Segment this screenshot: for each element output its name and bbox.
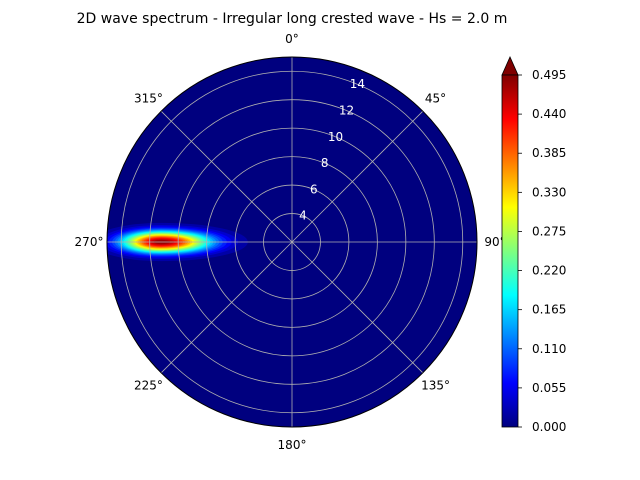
angle-tick-label: 270° xyxy=(75,235,104,249)
angular-gridline xyxy=(291,110,424,243)
angle-tick-label: 0° xyxy=(285,32,299,46)
angle-tick-label: 225° xyxy=(134,379,163,393)
angular-gridline xyxy=(160,241,293,374)
polar-grid xyxy=(107,57,477,427)
radial-tick-label: 8 xyxy=(321,156,329,170)
angle-tick-labels: 0° 45° 90° 135° 180° 225° 270° 315° xyxy=(75,32,506,452)
polar-frame xyxy=(106,56,478,428)
angle-tick-label: 45° xyxy=(425,91,446,105)
colorbar-tick-label: 0.440 xyxy=(532,107,566,121)
chart-title: 2D wave spectrum - Irregular long creste… xyxy=(77,11,508,27)
radial-tick-label: 14 xyxy=(350,77,365,91)
colorbar-gradient xyxy=(501,74,519,428)
angle-tick-label: 315° xyxy=(134,91,163,105)
colorbar-tick-label: 0.220 xyxy=(532,264,566,278)
angle-tick-label: 180° xyxy=(278,438,307,452)
radial-tick-label: 4 xyxy=(299,209,307,223)
colorbar-tick-label: 0.165 xyxy=(532,303,566,317)
angle-tick-label: 90° xyxy=(484,235,505,249)
radial-tick-label: 12 xyxy=(339,104,354,118)
colorbar-extend-arrow xyxy=(501,56,519,76)
angular-gridline xyxy=(160,110,293,243)
angular-gridline xyxy=(291,241,424,374)
colorbar-tick-label: 0.330 xyxy=(532,185,566,199)
radial-tick-labels: 468 10 12 14 xyxy=(299,77,365,222)
angle-tick-label: 135° xyxy=(421,379,450,393)
radial-tick-label: 6 xyxy=(310,182,318,196)
colorbar-tick-label: 0.495 xyxy=(532,68,566,82)
colorbar-tick-label: 0.385 xyxy=(532,146,566,160)
colorbar: 0.000 0.055 0.110 0.165 0.220 0.275 0.330 0.385… xyxy=(501,56,566,434)
colorbar-tick-label: 0.110 xyxy=(532,342,566,356)
colorbar-tick-label: 0.055 xyxy=(532,381,566,395)
polar-axes: 0° 45° 90° 135° 180° 225° 270° 315° 468 10 12 14 xyxy=(75,32,506,452)
colorbar-tick-label: 0.000 xyxy=(532,420,566,434)
colorbar-tick-label: 0.275 xyxy=(532,224,566,238)
colorbar-ticks: 0.000 0.055 0.110 0.165 0.220 0.275 0.330 0.385… xyxy=(518,68,566,434)
radial-tick-label: 10 xyxy=(328,130,343,144)
